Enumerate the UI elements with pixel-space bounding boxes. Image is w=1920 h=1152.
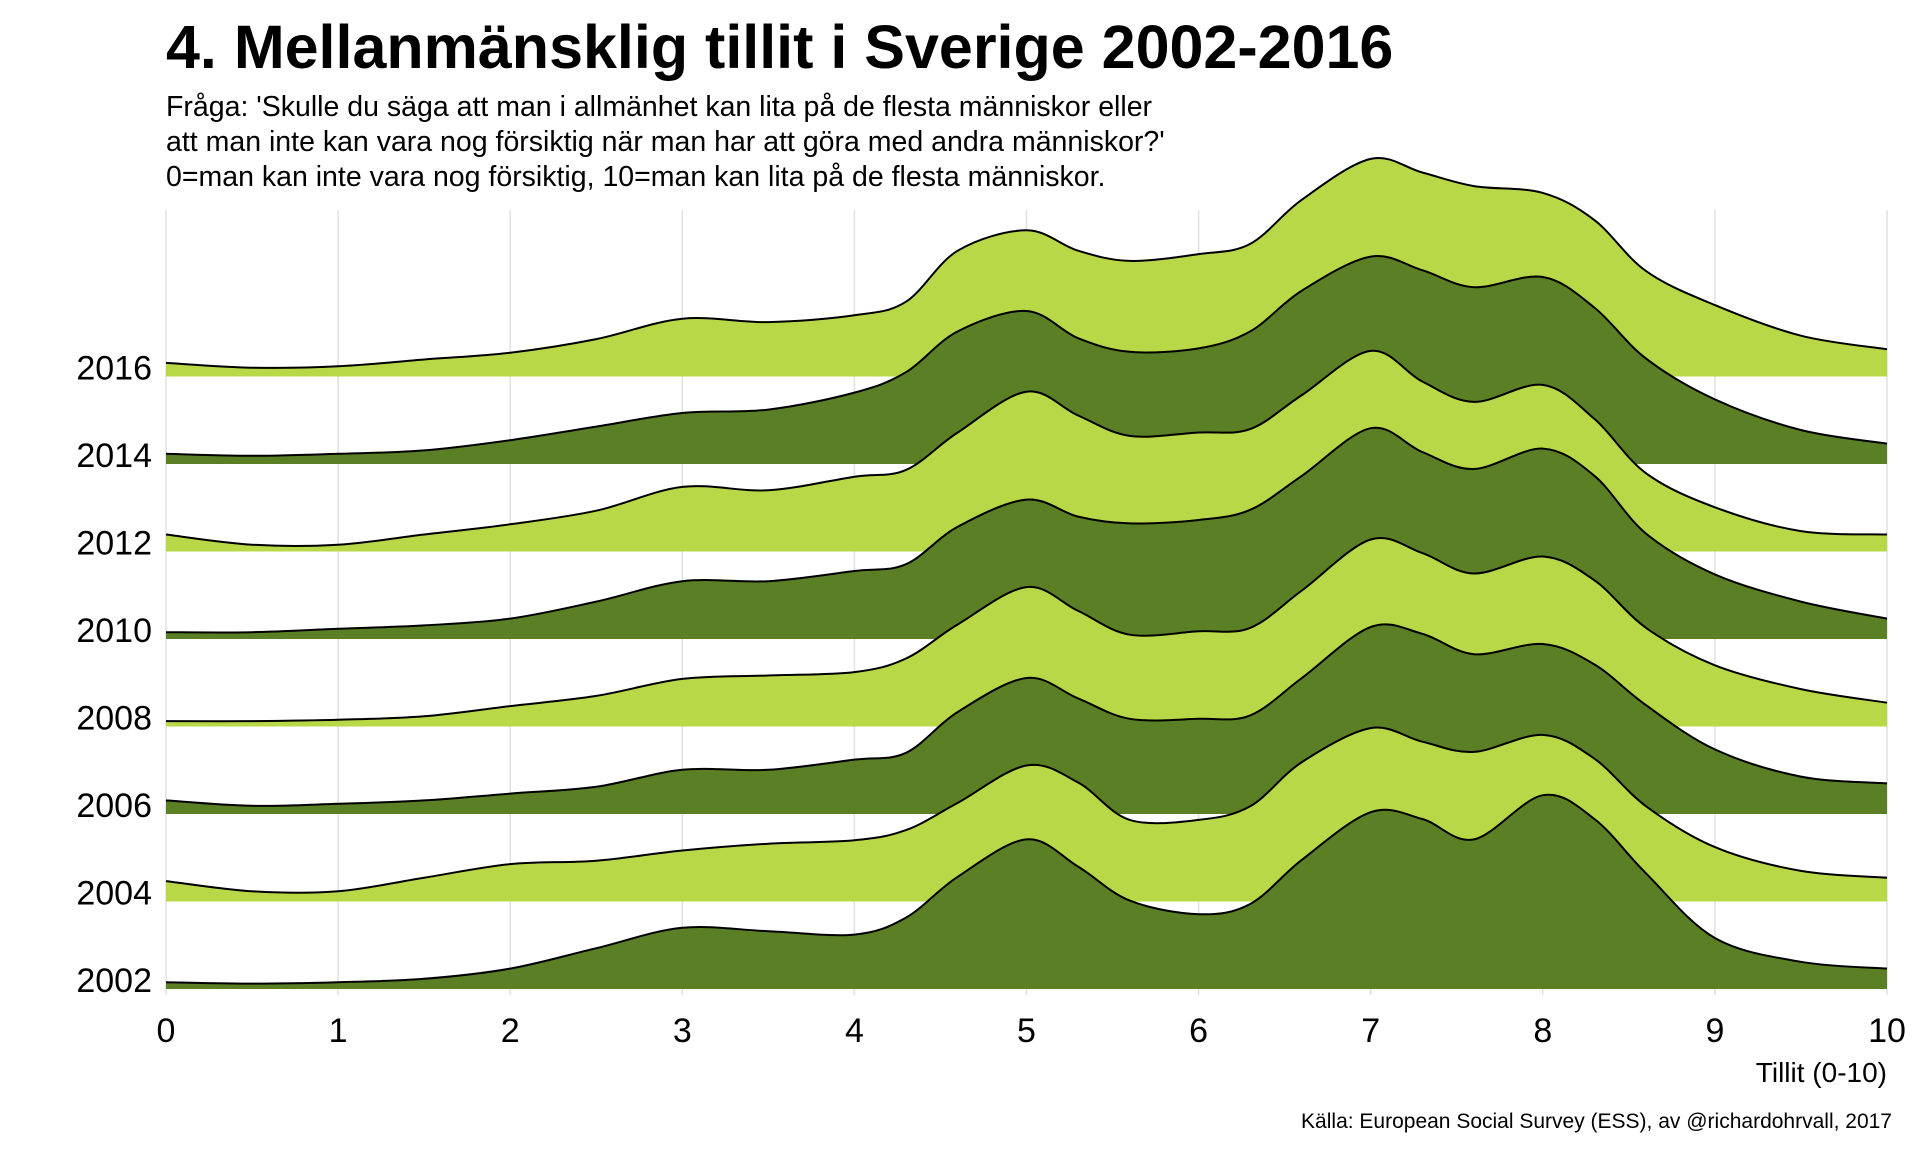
ridge-outline-2010 bbox=[165, 426, 1888, 634]
ridge-outline-2016 bbox=[165, 157, 1888, 369]
y-tick-label-2010: 2010 bbox=[76, 612, 152, 650]
x-tick-label: 10 bbox=[1868, 1012, 1906, 1050]
y-tick-label-2014: 2014 bbox=[76, 437, 152, 475]
x-tick-label: 7 bbox=[1361, 1012, 1380, 1050]
subtitle-line-3: 0=man kan inte vara nog försiktig, 10=ma… bbox=[166, 161, 1106, 193]
x-tick-label: 3 bbox=[673, 1012, 692, 1050]
chart-subtitle: Fråga: 'Skulle du säga att man i allmänh… bbox=[166, 90, 1165, 195]
x-tick-label: 2 bbox=[501, 1012, 520, 1050]
ridge-outline-2006 bbox=[165, 623, 1888, 807]
y-tick-label-2016: 2016 bbox=[76, 350, 152, 388]
axis-ticks: 0 1 2 3 4 5 6 7 8 9 10 2016 2014 2012 2010 2008 2006 2004… bbox=[76, 350, 1906, 1051]
y-tick-label-2008: 2008 bbox=[76, 700, 152, 738]
chart-title: 4. Mellanmänsklig tillit i Sverige 2002-… bbox=[166, 13, 1394, 81]
x-tick-label: 8 bbox=[1533, 1012, 1552, 1050]
x-tick-label: 4 bbox=[845, 1012, 864, 1050]
x-tick-label: 1 bbox=[329, 1012, 348, 1050]
y-tick-label-2006: 2006 bbox=[76, 787, 152, 825]
y-tick-label-2002: 2002 bbox=[76, 962, 152, 1000]
ridge-outline-2002 bbox=[165, 793, 1888, 985]
ridge-outline-2008 bbox=[165, 537, 1888, 723]
x-tick-label: 5 bbox=[1017, 1012, 1036, 1050]
subtitle-line-1: Fråga: 'Skulle du säga att man i allmänh… bbox=[166, 91, 1153, 123]
y-tick-label-2004: 2004 bbox=[76, 875, 152, 913]
source-caption: Källa: European Social Survey (ESS), av … bbox=[1301, 1110, 1892, 1133]
x-tick-label: 0 bbox=[157, 1012, 176, 1050]
ridge-outline-2012 bbox=[165, 349, 1888, 547]
x-axis-label: Tillit (0-10) bbox=[1756, 1057, 1887, 1088]
ridge-areas bbox=[165, 157, 1888, 989]
y-tick-label-2012: 2012 bbox=[76, 525, 152, 563]
x-tick-label: 6 bbox=[1189, 1012, 1208, 1050]
ridge-area-2002 bbox=[166, 794, 1887, 989]
ridge-outline-2014 bbox=[165, 255, 1888, 457]
ridge-outline-2004 bbox=[165, 726, 1888, 894]
ridge-2002 bbox=[165, 793, 1888, 989]
x-tick-label: 9 bbox=[1705, 1012, 1724, 1050]
subtitle-line-2: att man inte kan vara nog försiktig när … bbox=[166, 126, 1165, 158]
